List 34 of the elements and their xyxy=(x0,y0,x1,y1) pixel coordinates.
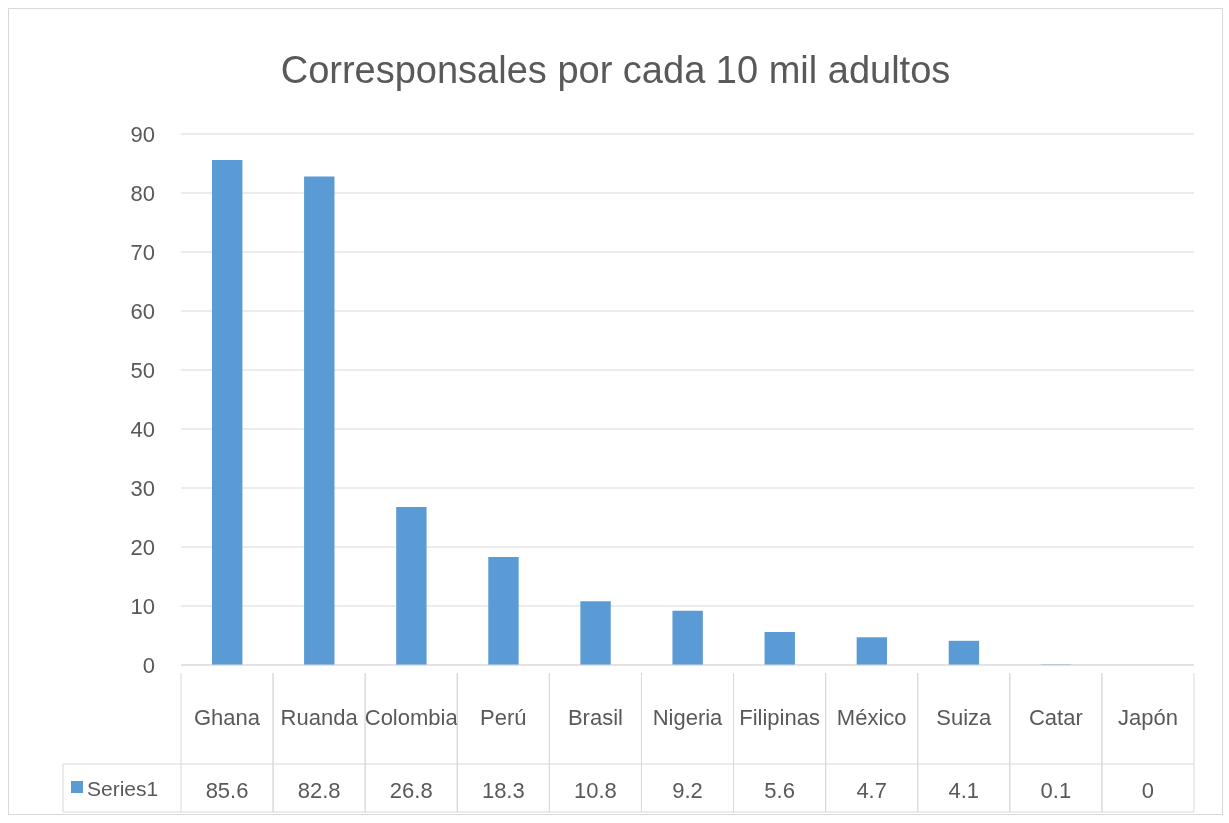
y-tick-label: 40 xyxy=(130,416,155,442)
x-tick-label: Filipinas xyxy=(739,705,820,730)
data-label: 82.8 xyxy=(297,778,341,803)
chart-title: Corresponsales por cada 10 mil adultos xyxy=(279,49,952,92)
x-tick-label: Nigeria xyxy=(652,705,724,730)
data-label: 4.7 xyxy=(856,778,887,803)
data-label: 4.1 xyxy=(948,778,980,803)
data-label: 26.8 xyxy=(389,778,433,803)
data-label: 18.3 xyxy=(481,778,525,803)
data-label: 5.6 xyxy=(764,778,795,803)
y-tick-label: 30 xyxy=(130,475,155,501)
data-label: 0 xyxy=(1141,778,1155,803)
x-tick-label: Ghana xyxy=(194,705,261,730)
y-tick-label: 70 xyxy=(130,239,155,265)
x-tick-label: Catar xyxy=(1028,705,1083,730)
data-label: 0.1 xyxy=(1040,778,1072,803)
y-tick-label: 90 xyxy=(130,121,155,147)
x-tick-label: Japón xyxy=(1117,705,1178,730)
legend-label: Series1 xyxy=(87,777,159,800)
x-tick-label: Colombia xyxy=(364,705,459,730)
y-tick-label: 80 xyxy=(130,180,155,206)
data-label: 85.6 xyxy=(205,778,249,803)
y-tick-label: 50 xyxy=(130,357,155,383)
x-tick-label: Brasil xyxy=(567,705,623,730)
x-tick-label: Suiza xyxy=(936,705,993,730)
y-tick-label: 20 xyxy=(130,534,155,560)
data-label: 9.2 xyxy=(672,778,703,803)
x-tick-label: Perú xyxy=(480,705,527,730)
x-tick-label: México xyxy=(836,705,907,730)
data-label: 10.8 xyxy=(574,778,617,803)
y-tick-label: 60 xyxy=(130,298,155,324)
y-tick-label: 10 xyxy=(130,593,155,619)
x-tick-label: Ruanda xyxy=(280,705,359,730)
y-tick-label: 0 xyxy=(142,652,155,678)
